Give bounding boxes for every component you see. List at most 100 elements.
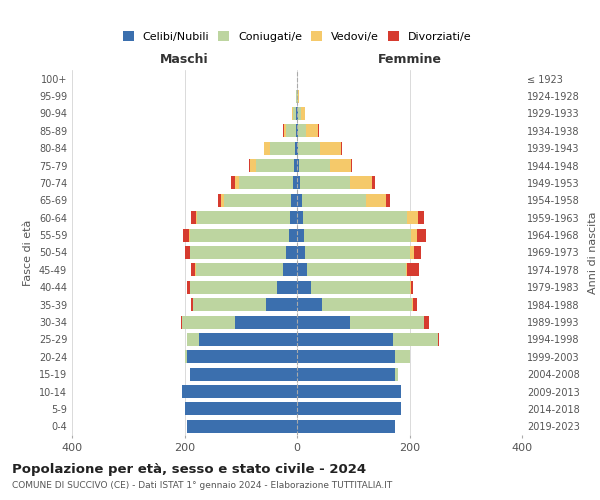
Bar <box>424 316 428 328</box>
Bar <box>410 280 413 294</box>
Bar <box>322 298 412 311</box>
Bar <box>299 159 329 172</box>
Bar <box>250 159 256 172</box>
Bar <box>185 402 297 415</box>
Bar <box>297 316 350 328</box>
Bar <box>193 298 266 311</box>
Bar <box>386 194 390 207</box>
Bar <box>191 211 196 224</box>
Bar <box>298 142 320 154</box>
Bar <box>235 316 297 328</box>
Bar <box>293 107 296 120</box>
Bar <box>289 228 297 241</box>
Bar <box>182 316 235 328</box>
Bar <box>297 368 395 380</box>
Bar <box>295 142 297 154</box>
Bar <box>414 246 421 259</box>
Text: Popolazione per età, sesso e stato civile - 2024: Popolazione per età, sesso e stato civil… <box>12 462 366 475</box>
Bar <box>297 194 302 207</box>
Bar <box>341 142 342 154</box>
Bar <box>284 124 286 138</box>
Bar <box>410 228 418 241</box>
Bar <box>187 280 190 294</box>
Bar <box>297 333 392 346</box>
Bar <box>184 228 189 241</box>
Bar <box>418 211 424 224</box>
Bar <box>187 350 297 364</box>
Bar <box>182 385 297 398</box>
Bar <box>231 176 235 190</box>
Bar <box>320 142 341 154</box>
Bar <box>296 107 297 120</box>
Bar <box>297 264 307 276</box>
Bar <box>298 90 299 102</box>
Bar <box>350 176 372 190</box>
Bar <box>199 333 297 346</box>
Y-axis label: Anni di nascita: Anni di nascita <box>588 211 598 294</box>
Bar <box>187 333 199 346</box>
Bar <box>235 176 239 190</box>
Bar <box>292 194 297 207</box>
Bar <box>283 264 297 276</box>
Bar <box>407 211 418 224</box>
Bar <box>190 280 277 294</box>
Bar <box>298 124 306 138</box>
Bar <box>372 176 374 190</box>
Bar <box>297 298 322 311</box>
Bar <box>413 298 418 311</box>
Bar <box>297 159 299 172</box>
Text: Maschi: Maschi <box>160 54 209 66</box>
Bar <box>307 264 406 276</box>
Bar <box>292 107 293 120</box>
Bar <box>297 228 304 241</box>
Bar <box>224 194 292 207</box>
Bar <box>297 107 298 120</box>
Bar <box>301 107 305 120</box>
Bar <box>438 333 439 346</box>
Bar <box>302 194 366 207</box>
Bar <box>305 246 409 259</box>
Bar <box>306 124 319 138</box>
Text: COMUNE DI SUCCIVO (CE) - Dati ISTAT 1° gennaio 2024 - Elaborazione TUTTITALIA.IT: COMUNE DI SUCCIVO (CE) - Dati ISTAT 1° g… <box>12 481 392 490</box>
Bar <box>294 159 297 172</box>
Bar <box>221 194 224 207</box>
Bar <box>298 107 301 120</box>
Bar <box>297 420 395 433</box>
Bar <box>190 228 289 241</box>
Bar <box>406 264 407 276</box>
Bar <box>297 246 305 259</box>
Bar <box>311 280 409 294</box>
Bar <box>197 211 290 224</box>
Bar <box>392 333 437 346</box>
Bar <box>329 159 351 172</box>
Bar <box>297 402 401 415</box>
Legend: Celibi/Nubili, Coniugati/e, Vedovi/e, Divorziati/e: Celibi/Nubili, Coniugati/e, Vedovi/e, Di… <box>119 28 475 46</box>
Bar <box>407 264 419 276</box>
Bar <box>185 350 187 364</box>
Bar <box>286 246 297 259</box>
Bar <box>239 176 293 190</box>
Bar <box>409 280 410 294</box>
Bar <box>297 90 298 102</box>
Bar <box>191 264 195 276</box>
Bar <box>297 176 300 190</box>
Bar <box>297 211 302 224</box>
Bar <box>190 246 286 259</box>
Text: Femmine: Femmine <box>377 54 442 66</box>
Bar <box>181 316 182 328</box>
Bar <box>265 142 270 154</box>
Bar <box>196 264 283 276</box>
Bar <box>290 211 297 224</box>
Bar <box>190 368 297 380</box>
Bar <box>395 350 409 364</box>
Bar <box>266 298 297 311</box>
Bar <box>297 385 401 398</box>
Bar <box>409 246 414 259</box>
Bar <box>297 280 311 294</box>
Bar <box>191 298 193 311</box>
Bar <box>286 124 296 138</box>
Bar <box>270 142 295 154</box>
Bar <box>302 211 407 224</box>
Y-axis label: Fasce di età: Fasce di età <box>23 220 33 286</box>
Bar <box>418 228 426 241</box>
